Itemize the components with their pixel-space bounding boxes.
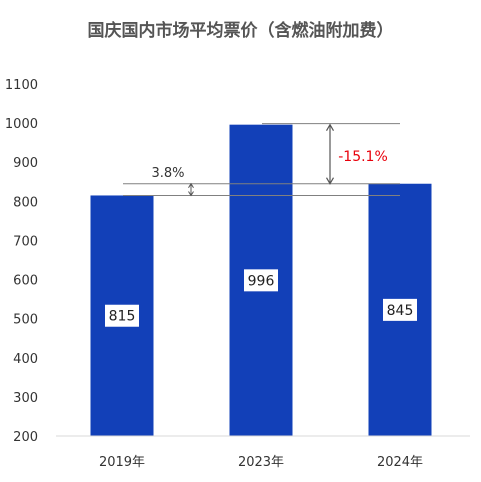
data-label: 845 [387,303,414,319]
y-tick-label: 800 [13,195,38,210]
annotations: 3.8% -15.1% [123,123,400,197]
x-axis: 2019年 2023年 2024年 [56,435,470,470]
x-tick-label: 2024年 [377,455,423,470]
change-label: -15.1% [338,149,388,165]
y-tick-label: 200 [13,430,38,445]
data-label-box [105,304,139,327]
x-tick-label: 2023年 [238,455,284,470]
arrow-head [188,191,194,197]
y-tick-label: 300 [13,391,38,406]
chart-title: 国庆国内市场平均票价（含燃油附加费） [87,21,394,41]
x-tick-label: 2019年 [99,455,145,470]
y-tick-label: 400 [13,352,38,367]
y-tick-label: 600 [13,274,38,289]
data-label-box [383,298,417,321]
y-tick-label: 700 [13,234,38,249]
y-tick-label: 1000 [5,117,38,132]
change-label: 3.8% [151,166,184,181]
arrow-head [188,182,194,188]
y-tick-label: 900 [13,156,38,171]
arrow-head [325,177,335,185]
y-tick-label: 500 [13,313,38,328]
data-label: 815 [109,309,136,325]
data-label: 996 [248,273,275,289]
bars: 815 996 845 [90,124,432,437]
y-axis: 200 300 400 500 600 700 800 900 1000 1100 [5,78,38,445]
y-tick-label: 1100 [5,78,38,93]
arrow-head [325,123,335,131]
data-label-box [244,269,278,292]
